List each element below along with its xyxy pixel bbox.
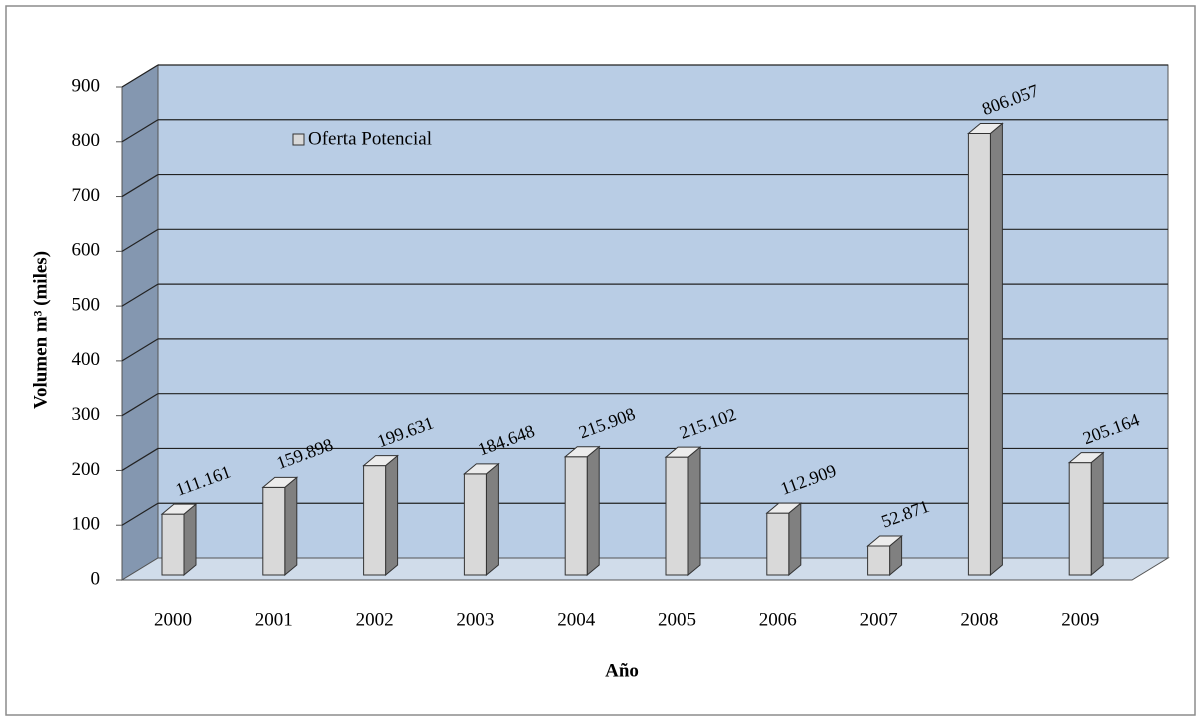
- bar-side: [989, 122, 1003, 577]
- y-tick-label: 900: [72, 75, 101, 96]
- x-tick-label: 2007: [860, 609, 898, 630]
- grid-line: [121, 228, 159, 252]
- bar-side: [385, 454, 399, 577]
- bar-side: [183, 503, 197, 577]
- bar-front: [262, 486, 286, 576]
- bar-side: [284, 476, 298, 577]
- y-tick-label: 700: [72, 185, 101, 206]
- y-tick-label: 400: [72, 349, 101, 370]
- grid-line: [121, 283, 159, 307]
- bar-front: [161, 513, 185, 576]
- bar: [1067, 451, 1105, 577]
- x-tick-label: 2002: [356, 609, 394, 630]
- x-tick-label: 2008: [960, 609, 998, 630]
- bar-front: [1068, 462, 1092, 576]
- grid-line: [121, 64, 159, 88]
- legend-swatch: [292, 133, 305, 146]
- y-tick-label: 800: [72, 130, 101, 151]
- y-tick-label: 300: [72, 404, 101, 425]
- bar-side: [1090, 451, 1104, 577]
- bar: [463, 462, 500, 577]
- x-tick-label: 2006: [759, 609, 797, 630]
- bar-front: [463, 473, 487, 576]
- x-tick-label: 2001: [255, 609, 293, 630]
- bar-top: [362, 455, 399, 467]
- x-axis-title: Año: [605, 660, 639, 681]
- bar-front: [564, 456, 588, 576]
- y-axis-title: Volumen m³ (miles): [30, 251, 51, 409]
- bar-top: [563, 446, 601, 458]
- bar: [664, 446, 702, 577]
- bar: [967, 122, 1004, 577]
- bar-top: [664, 446, 702, 458]
- grid-line: [121, 393, 159, 417]
- bar-front: [867, 545, 891, 576]
- bar-top: [967, 122, 1004, 134]
- x-tick-label: 2000: [154, 609, 192, 630]
- y-tick-label: 100: [72, 514, 101, 535]
- x-tick-label: 2003: [456, 609, 494, 630]
- grid-line: [121, 447, 159, 471]
- bar: [866, 534, 903, 577]
- bar: [765, 502, 803, 577]
- y-tick-label: 200: [72, 459, 101, 480]
- bar-side: [788, 502, 802, 577]
- bar-top: [866, 535, 903, 547]
- bar-top: [463, 463, 500, 475]
- bar-front: [363, 465, 387, 576]
- x-tick-label: 2005: [658, 609, 696, 630]
- side-wall: [121, 64, 159, 581]
- bar: [563, 445, 601, 577]
- x-tick-label: 2009: [1061, 609, 1099, 630]
- bar-side: [687, 446, 701, 577]
- bar-front: [766, 512, 790, 576]
- bar: [261, 476, 299, 577]
- bar-front: [665, 456, 689, 576]
- bar-top: [261, 476, 299, 488]
- bar: [160, 503, 198, 577]
- bar-front: [967, 132, 991, 576]
- bar-side: [485, 462, 499, 577]
- grid-line: [121, 174, 159, 198]
- bar-top: [765, 502, 803, 514]
- bar-top: [1067, 452, 1105, 464]
- grid-line: [121, 502, 159, 526]
- grid-line: [121, 119, 159, 143]
- y-tick-label: 0: [91, 568, 101, 589]
- legend-label: Oferta Potencial: [308, 128, 432, 149]
- x-tick-label: 2004: [557, 609, 596, 630]
- y-tick-label: 500: [72, 294, 101, 315]
- bar: [362, 454, 399, 577]
- grid-line: [121, 338, 159, 362]
- y-tick-label: 600: [72, 240, 101, 261]
- bar-side: [586, 445, 600, 577]
- bar-top: [160, 503, 198, 515]
